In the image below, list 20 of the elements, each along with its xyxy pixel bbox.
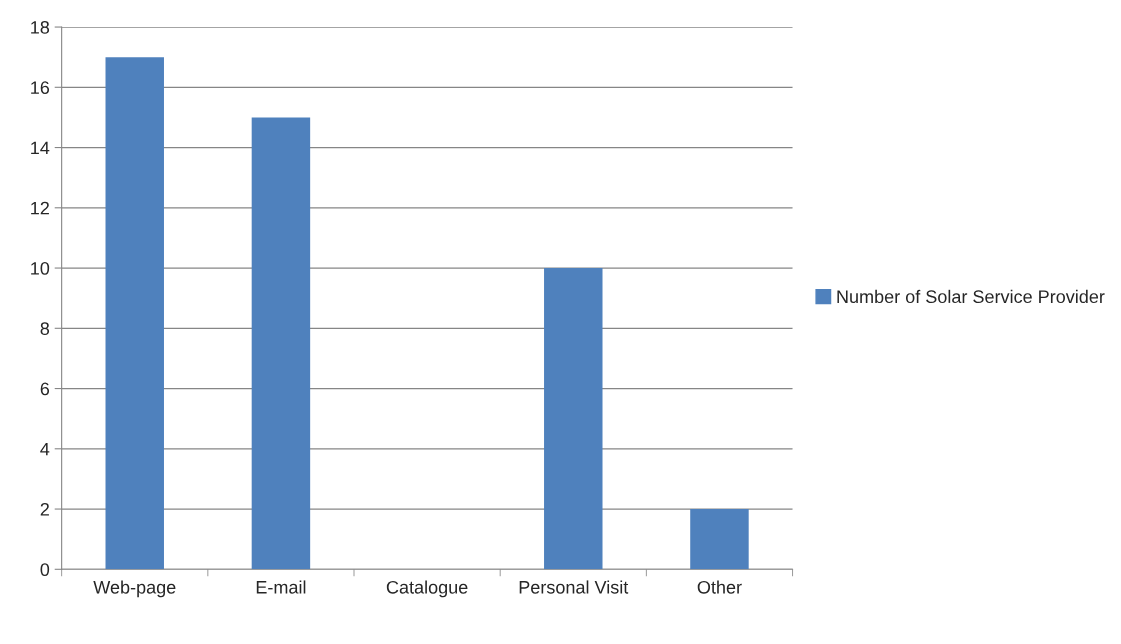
- x-tick-label: Web-page: [93, 580, 176, 598]
- bar: [251, 117, 311, 570]
- bar: [690, 509, 749, 570]
- y-tick-label: 14: [31, 141, 50, 155]
- y-tick-label: 2: [40, 502, 49, 516]
- y-tick-label: 16: [31, 81, 50, 95]
- y-tick-label: 18: [31, 20, 50, 34]
- legend-label: Number of Solar Service Provider: [837, 289, 1105, 304]
- y-tick-label: 10: [31, 261, 50, 275]
- x-tick-label: Personal Visit: [519, 580, 629, 594]
- bar: [105, 57, 164, 570]
- x-tick-label: Catalogue: [386, 580, 468, 598]
- y-tick-label: 8: [40, 322, 50, 336]
- y-tick-label: 12: [31, 201, 49, 215]
- bar: [544, 268, 603, 570]
- y-tick-label: 0: [40, 563, 50, 577]
- x-tick-label: E-mail: [256, 580, 306, 594]
- y-tick-label: 6: [40, 382, 50, 396]
- y-tick-label: 4: [40, 442, 50, 456]
- x-tick-label: Other: [697, 580, 742, 594]
